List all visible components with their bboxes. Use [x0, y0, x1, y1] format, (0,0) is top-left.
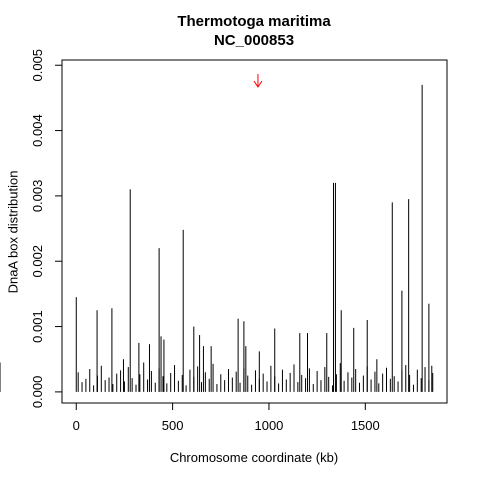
chart-subtitle: NC_000853: [214, 32, 294, 49]
chart-title: Thermotoga maritima: [177, 13, 331, 30]
y-tick-label: 0.001: [30, 310, 45, 343]
x-tick-label: 1000: [254, 418, 283, 433]
y-tick-label: 0.003: [30, 180, 45, 213]
x-tick-label: 0: [73, 418, 80, 433]
x-axis-label: Chromosome coordinate (kb): [170, 450, 338, 465]
y-tick-label: 0.004: [30, 114, 45, 147]
y-axis-label: DnaA box distribution: [5, 171, 20, 294]
x-tick-label: 500: [162, 418, 184, 433]
y-tick-label: 0.005: [30, 49, 45, 82]
y-tick-label: 0.000: [30, 376, 45, 409]
origin-arrow: [253, 74, 263, 88]
x-tick-label: 1500: [351, 418, 380, 433]
plot-box: [61, 59, 448, 404]
y-tick-label: 0.002: [30, 245, 45, 278]
